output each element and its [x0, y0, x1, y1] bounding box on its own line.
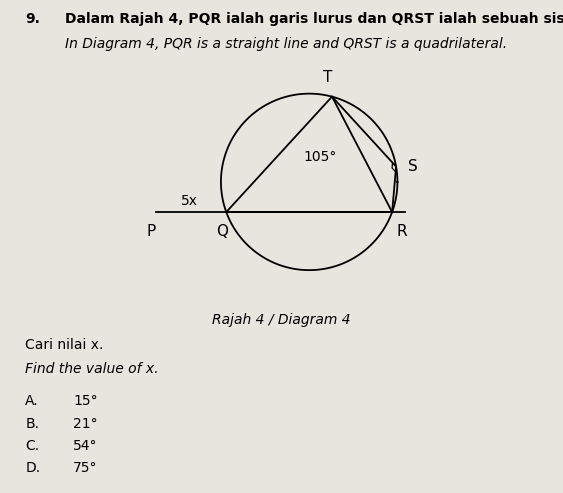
Text: R: R — [396, 223, 407, 239]
Text: T: T — [323, 70, 332, 85]
Text: Rajah 4 / Diagram 4: Rajah 4 / Diagram 4 — [212, 313, 351, 327]
Text: 9.: 9. — [25, 12, 40, 26]
Text: Cari nilai x.: Cari nilai x. — [25, 338, 104, 352]
Text: D.: D. — [25, 461, 41, 475]
Text: 75°: 75° — [73, 461, 98, 475]
Text: 54°: 54° — [73, 439, 98, 453]
Text: P: P — [146, 223, 156, 239]
Text: A.: A. — [25, 394, 39, 408]
Text: 5x: 5x — [181, 194, 198, 209]
Text: 21°: 21° — [73, 417, 98, 430]
Text: 15°: 15° — [73, 394, 98, 408]
Text: Find the value of x.: Find the value of x. — [25, 362, 159, 376]
Text: Dalam Rajah 4, PQR ialah garis lurus dan QRST ialah sebuah sisi empat.: Dalam Rajah 4, PQR ialah garis lurus dan… — [65, 12, 563, 26]
Text: 105°: 105° — [303, 150, 337, 164]
Text: B.: B. — [25, 417, 39, 430]
Text: In Diagram 4, PQR is a straight line and QRST is a quadrilateral.: In Diagram 4, PQR is a straight line and… — [65, 37, 507, 51]
Text: Q: Q — [216, 223, 228, 239]
Text: C.: C. — [25, 439, 39, 453]
Text: S: S — [408, 159, 417, 174]
